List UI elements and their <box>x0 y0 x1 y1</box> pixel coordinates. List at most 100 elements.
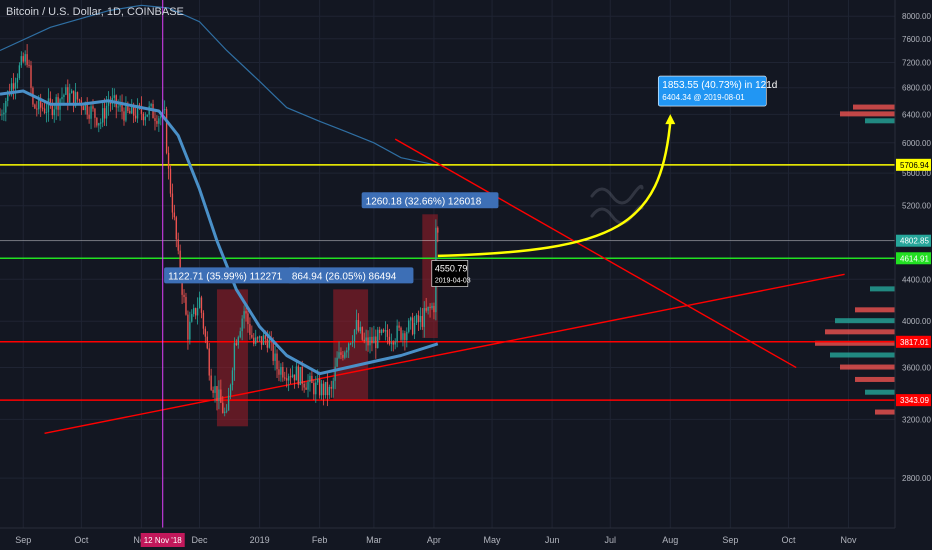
price-level-badge <box>896 234 931 247</box>
candle <box>1 109 3 121</box>
candle-body <box>67 87 69 103</box>
volume-profile-bar <box>870 286 895 292</box>
candle <box>276 349 278 379</box>
price-axis-tick-label: 8000.00 <box>902 12 931 21</box>
candle <box>233 337 236 381</box>
candle-body <box>117 106 119 108</box>
candle-body <box>299 367 301 385</box>
price-level-badge <box>896 158 931 171</box>
price-axis-tick-label: 6000.00 <box>902 139 931 148</box>
candle-body <box>200 297 203 313</box>
candle-body <box>332 380 334 389</box>
candle <box>400 326 402 342</box>
candle <box>34 103 36 110</box>
price-level-badge-label: 4802.85 <box>900 237 929 246</box>
candle-body <box>18 65 21 79</box>
candle <box>231 367 234 391</box>
candle-body <box>297 366 300 385</box>
candle-body <box>417 315 420 323</box>
projection-callout-box <box>657 75 767 107</box>
volume-profile-bar <box>840 364 895 370</box>
candlestick-series <box>0 44 439 417</box>
candle-body <box>113 95 115 98</box>
candle <box>406 327 408 348</box>
candle-body <box>3 112 5 115</box>
candle-body <box>183 294 185 298</box>
candle <box>41 102 44 112</box>
candle-body <box>328 386 331 396</box>
candle-body <box>65 87 67 95</box>
candle <box>185 292 187 316</box>
measure-label-1: 1122.71 (35.99%) 112271 <box>168 271 283 282</box>
candle <box>20 51 22 68</box>
candle <box>123 107 125 126</box>
time-axis-tick-label: Nov <box>840 535 857 545</box>
candle-body <box>241 318 243 332</box>
candle <box>214 375 216 403</box>
candle-body <box>322 383 325 396</box>
candle <box>109 96 112 112</box>
candle <box>408 318 410 334</box>
candle <box>61 87 63 106</box>
candle-body <box>231 370 234 386</box>
crosshair-date-label: 12 Nov '18 <box>144 536 183 545</box>
candle-body <box>351 341 354 344</box>
candle <box>431 302 433 310</box>
candle <box>5 97 7 122</box>
candle <box>334 357 336 390</box>
projection-arrow-head <box>665 114 676 125</box>
candle <box>36 101 38 117</box>
candle <box>103 98 106 126</box>
candle-body <box>109 101 112 104</box>
crosshair-date-badge <box>140 533 185 547</box>
candle <box>413 315 416 339</box>
candle <box>90 102 92 130</box>
candle <box>134 107 137 122</box>
candle <box>346 347 348 358</box>
time-axis-tick-label: Sep <box>722 535 738 545</box>
candle-body <box>70 90 73 94</box>
candle-body <box>38 98 40 110</box>
candle-body <box>82 106 84 111</box>
candle <box>423 301 425 338</box>
candle <box>167 146 170 180</box>
candle <box>251 325 253 339</box>
candle-body <box>427 306 429 311</box>
candle-body <box>334 366 336 381</box>
candle <box>154 110 156 131</box>
candle-body <box>140 106 143 114</box>
candle-body <box>198 297 201 309</box>
candle-body <box>311 375 313 384</box>
candle-body <box>90 106 92 119</box>
candle <box>100 118 102 130</box>
candle-body <box>63 94 65 97</box>
candle <box>129 107 131 114</box>
candle-body <box>315 382 317 395</box>
candle <box>245 307 247 322</box>
candle-body <box>40 98 42 108</box>
candle-body <box>206 336 208 349</box>
candle-body <box>365 337 367 342</box>
price-level-badge-label: 3817.01 <box>900 338 929 347</box>
candle <box>258 335 261 343</box>
candle <box>22 52 24 64</box>
measure-label-2: 864.94 (26.05%) 86494 <box>292 271 397 282</box>
candle <box>410 316 412 330</box>
time-axis-tick-label: 2019 <box>250 535 270 545</box>
measure-label-box-2 <box>287 267 414 284</box>
candle-body <box>251 334 253 338</box>
candle <box>225 404 228 414</box>
projection-callout-detail: 6404.34 @ 2019-08-01 <box>662 93 745 102</box>
candle-body <box>276 353 278 370</box>
candle-body <box>5 100 7 113</box>
candle <box>382 328 385 333</box>
candle <box>287 373 290 392</box>
candle-body <box>400 327 402 340</box>
candle <box>144 112 146 126</box>
candle <box>28 59 30 68</box>
candle <box>210 368 212 391</box>
candle-body <box>286 378 288 381</box>
candle <box>417 310 420 332</box>
candle <box>326 372 329 407</box>
